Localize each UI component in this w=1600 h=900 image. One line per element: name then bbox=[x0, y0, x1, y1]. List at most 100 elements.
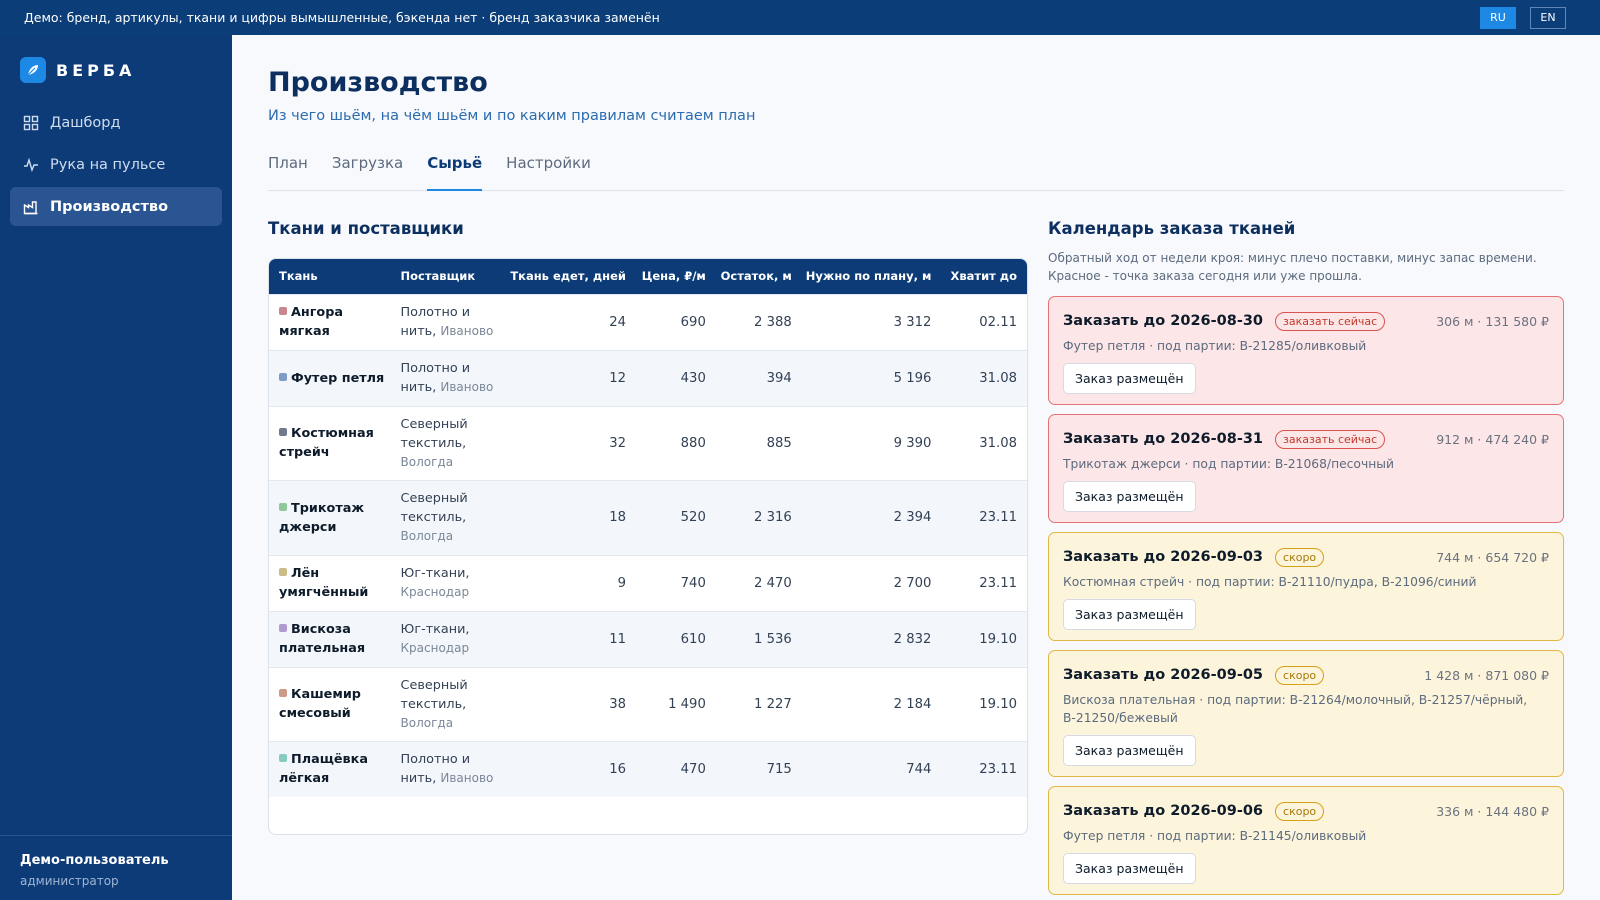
sidebar-item-label: Дашборд bbox=[50, 114, 121, 131]
tab-settings[interactable]: Настройки bbox=[506, 154, 591, 172]
order-card: Заказать до 2026-08-31 заказать сейчас 912… bbox=[1048, 414, 1564, 523]
pulse-icon bbox=[22, 156, 40, 174]
order-amount: 912 м · 474 240 ₽ bbox=[1436, 431, 1549, 447]
enough-until-cell: 02.11 bbox=[979, 314, 1017, 330]
price-cell: 690 bbox=[680, 314, 706, 330]
column-header[interactable]: Нужно по плану, м bbox=[805, 269, 932, 284]
status-badge: скоро bbox=[1275, 665, 1325, 685]
sidebar-item-pulse[interactable]: Рука на пульсе bbox=[10, 145, 222, 184]
column-header[interactable]: Поставщик bbox=[400, 269, 476, 284]
lead-days-cell: 16 bbox=[609, 761, 626, 777]
order-amount: 306 м · 131 580 ₽ bbox=[1436, 313, 1549, 329]
order-detail: Трикотаж джерси · под партии: В-21068/пе… bbox=[1063, 457, 1394, 471]
language-switcher: RU EN bbox=[1480, 6, 1566, 29]
stock-cell: 394 bbox=[766, 370, 792, 386]
lead-days-cell: 32 bbox=[609, 435, 626, 451]
column-header[interactable]: Остаток, м bbox=[720, 269, 792, 284]
column-header[interactable]: Ткань едет, дней bbox=[510, 269, 626, 284]
leaf-icon bbox=[20, 57, 46, 83]
dashboard-icon bbox=[22, 114, 40, 132]
table-row[interactable]: Кашемир смесовый Северный текстиль, Волог… bbox=[269, 667, 1027, 741]
need-cell: 9 390 bbox=[893, 435, 932, 451]
order-placed-button[interactable]: Заказ размещён bbox=[1063, 481, 1196, 512]
order-placed-button[interactable]: Заказ размещён bbox=[1063, 853, 1196, 884]
fabric-cell: Ангора мягкая bbox=[269, 294, 391, 350]
supplier-city: Вологда bbox=[400, 715, 454, 730]
tab-plan[interactable]: План bbox=[268, 154, 308, 172]
need-cell: 3 312 bbox=[893, 314, 932, 330]
stock-cell: 1 536 bbox=[754, 631, 792, 647]
column-header[interactable]: Цена, ₽/м bbox=[641, 269, 706, 284]
tab-bar: План Загрузка Сырьё Настройки bbox=[268, 148, 1564, 191]
need-cell: 2 184 bbox=[893, 696, 932, 712]
order-placed-button[interactable]: Заказ размещён bbox=[1063, 363, 1196, 394]
fabric-color-swatch bbox=[279, 502, 287, 511]
supplier-city: Иваново bbox=[440, 324, 494, 338]
sidebar-item-dashboard[interactable]: Дашборд bbox=[10, 103, 222, 142]
supplier-cell: Северный текстиль, Вологда bbox=[391, 406, 507, 480]
order-card: Заказать до 2026-09-06 скоро 336 м · 144 4… bbox=[1048, 786, 1564, 895]
table-row[interactable]: Костюмная стрейч Северный текстиль, Волог… bbox=[269, 406, 1027, 480]
demo-banner: Демо: бренд, артикулы, ткани и цифры вым… bbox=[0, 0, 1600, 35]
lead-days-cell: 24 bbox=[609, 314, 626, 330]
calendar-description-line: Обратный ход от недели кроя: минус плечо… bbox=[1048, 251, 1537, 265]
fabric-cell: Трикотаж джерси bbox=[269, 480, 391, 555]
table-row[interactable]: Футер петля Полотно и нить, Иваново 12 430 3… bbox=[269, 350, 1027, 406]
supplier-name: Северный текстиль, bbox=[400, 491, 468, 525]
lead-days-cell: 9 bbox=[617, 575, 626, 591]
fabric-name: Футер петля bbox=[291, 370, 385, 386]
order-amount: 744 м · 654 720 ₽ bbox=[1436, 549, 1549, 565]
brand-logo[interactable]: ВЕРБА bbox=[20, 55, 232, 85]
sidebar: ВЕРБА Дашборд Рука на пульсе Производств… bbox=[0, 35, 232, 900]
fabric-color-swatch bbox=[279, 689, 287, 697]
supplier-name: Северный текстиль, bbox=[400, 677, 468, 712]
fabric-name: Кашемир смесовый bbox=[279, 687, 361, 721]
order-amount: 1 428 м · 871 080 ₽ bbox=[1424, 667, 1549, 683]
need-cell: 744 bbox=[906, 761, 932, 777]
supplier-city: Краснодар bbox=[400, 641, 470, 655]
fabric-color-swatch bbox=[279, 624, 287, 632]
price-cell: 470 bbox=[680, 761, 706, 777]
table-row[interactable]: Вискоза плательная Юг-ткани, Краснодар 11 6… bbox=[269, 611, 1027, 667]
user-role: администратор bbox=[20, 874, 119, 888]
supplier-cell: Северный текстиль, Вологда bbox=[391, 667, 507, 741]
order-calendar-list: Заказать до 2026-08-30 заказать сейчас 306… bbox=[1048, 296, 1564, 900]
stock-cell: 715 bbox=[766, 761, 792, 777]
fabric-color-swatch bbox=[279, 372, 287, 381]
order-placed-button[interactable]: Заказ размещён bbox=[1063, 735, 1196, 766]
order-placed-button[interactable]: Заказ размещён bbox=[1063, 599, 1196, 630]
fabric-name: Ангора мягкая bbox=[279, 305, 344, 339]
price-cell: 880 bbox=[680, 435, 706, 451]
column-header[interactable]: Хватит до bbox=[950, 269, 1017, 284]
fabric-name: Костюмная стрейч bbox=[279, 426, 374, 460]
lang-ru-button[interactable]: RU bbox=[1480, 6, 1516, 29]
user-panel[interactable]: Демо-пользователь администратор bbox=[0, 835, 232, 900]
stock-cell: 2 316 bbox=[754, 510, 792, 525]
need-cell: 2 700 bbox=[893, 575, 932, 591]
stock-cell: 1 227 bbox=[754, 696, 792, 712]
column-header[interactable]: Ткань bbox=[279, 269, 318, 284]
order-deadline: Заказать до 2026-09-06 bbox=[1063, 803, 1264, 819]
fabric-cell: Лён умягчённый bbox=[269, 555, 391, 611]
fabric-name: Плащёвка лёгкая bbox=[279, 752, 368, 787]
fabric-cell: Футер петля bbox=[269, 350, 391, 406]
sidebar-item-production[interactable]: Производство bbox=[10, 187, 222, 226]
enough-until-cell: 31.08 bbox=[979, 370, 1017, 386]
tab-load[interactable]: Загрузка bbox=[331, 154, 404, 172]
table-row[interactable]: Лён умягчённый Юг-ткани, Краснодар 9 740 2 4… bbox=[269, 555, 1027, 611]
price-cell: 610 bbox=[680, 631, 706, 647]
status-badge: скоро bbox=[1275, 801, 1325, 821]
table-row[interactable]: Плащёвка лёгкая Полотно и нить, Иваново 16… bbox=[269, 741, 1027, 797]
order-deadline: Заказать до 2026-08-30 bbox=[1063, 313, 1264, 329]
status-badge: заказать сейчас bbox=[1275, 429, 1386, 449]
table-row[interactable]: Ангора мягкая Полотно и нить, Иваново 24 69… bbox=[269, 294, 1027, 350]
lang-en-button[interactable]: EN bbox=[1530, 6, 1566, 29]
supplier-cell: Полотно и нить, Иваново bbox=[391, 350, 507, 406]
price-cell: 430 bbox=[680, 370, 706, 386]
tab-materials[interactable]: Сырьё bbox=[427, 148, 483, 191]
table-row[interactable]: Трикотаж джерси Северный текстиль, Вологд… bbox=[269, 480, 1027, 555]
supplier-name: Северный текстиль, bbox=[400, 416, 468, 451]
enough-until-cell: 23.11 bbox=[979, 510, 1017, 525]
fabric-color-swatch bbox=[279, 568, 287, 576]
supplier-city: Вологда bbox=[400, 529, 454, 543]
